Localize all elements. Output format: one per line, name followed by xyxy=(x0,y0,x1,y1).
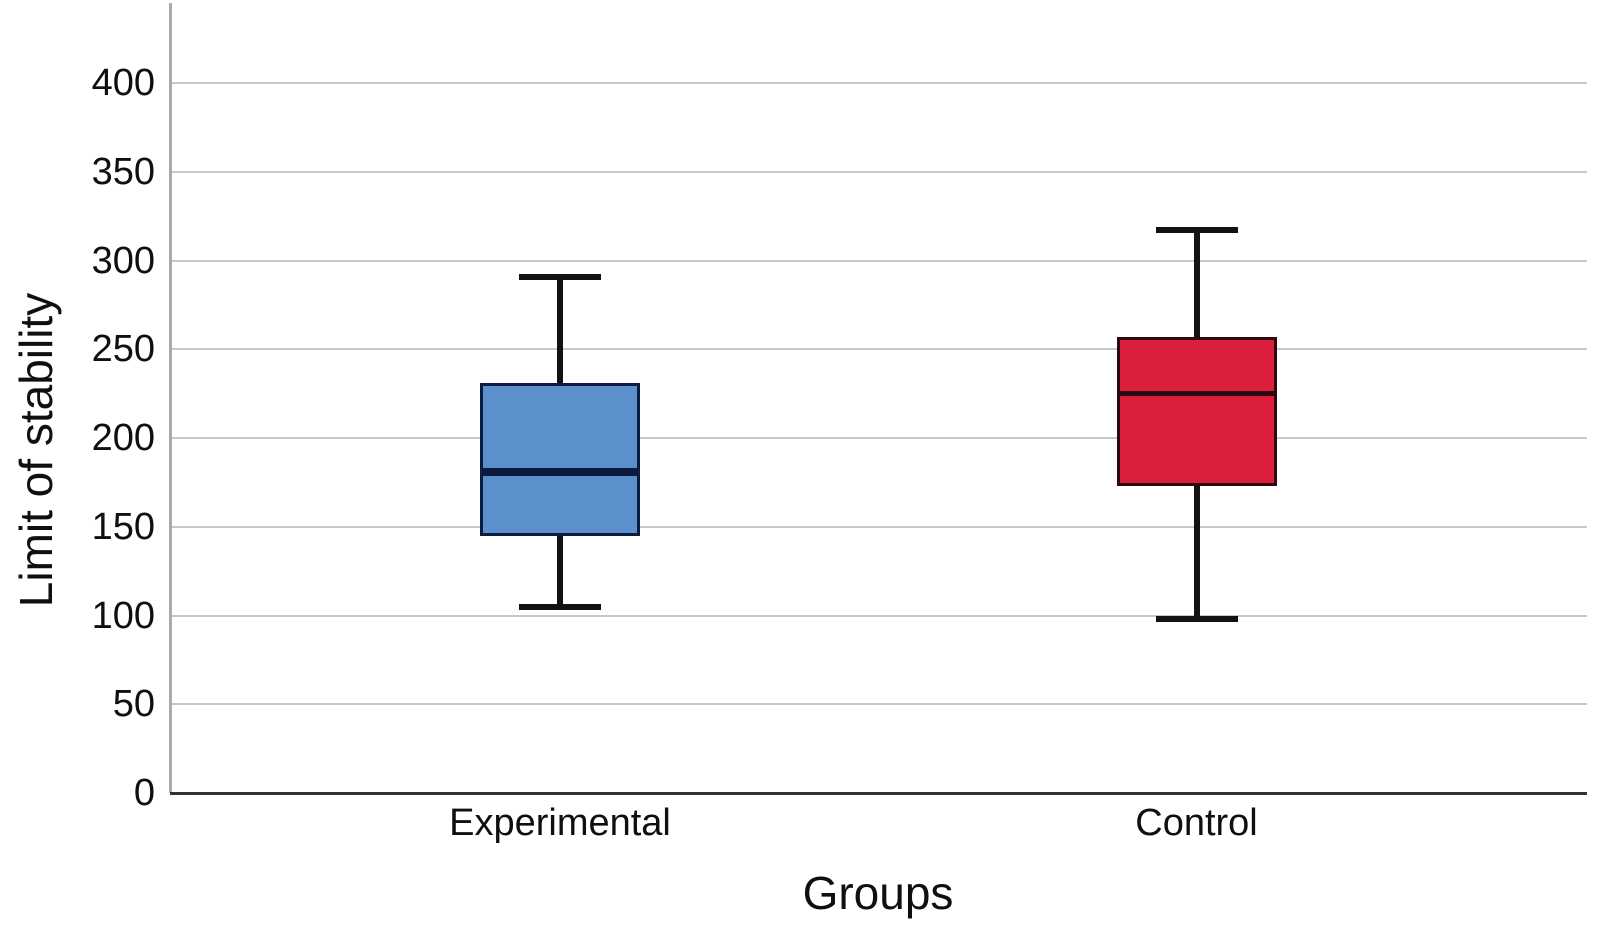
x-axis-line xyxy=(170,791,1587,795)
gridline-50 xyxy=(170,703,1587,706)
gridline-400 xyxy=(170,82,1587,85)
x-category-label-control: Control xyxy=(1135,802,1258,844)
whisker-upper xyxy=(557,276,563,384)
y-axis-line xyxy=(168,3,172,793)
whisker-cap-top xyxy=(1155,227,1238,234)
gridline-150 xyxy=(170,525,1587,528)
whisker-upper xyxy=(1193,230,1200,337)
gridline-200 xyxy=(170,437,1587,440)
y-tick-label-250: 250 xyxy=(91,328,155,371)
whisker-lower xyxy=(557,535,563,607)
whisker-cap-bottom xyxy=(519,603,601,610)
gridline-100 xyxy=(170,614,1587,617)
x-category-label-experimental: Experimental xyxy=(449,802,671,844)
median-line-experimental xyxy=(480,467,640,476)
x-axis-title: Groups xyxy=(802,867,954,919)
y-tick-label-0: 0 xyxy=(133,772,155,814)
y-tick-label-300: 300 xyxy=(91,239,155,282)
y-tick-label-150: 150 xyxy=(91,505,155,548)
gridline-250 xyxy=(170,348,1587,351)
median-line-control xyxy=(1116,391,1277,397)
y-axis-title: Limit of stability xyxy=(10,292,62,608)
gridline-350 xyxy=(170,170,1587,173)
y-tick-label-400: 400 xyxy=(91,62,155,105)
whisker-cap-top xyxy=(519,273,601,280)
box-experimental xyxy=(480,383,640,536)
whisker-lower xyxy=(1193,485,1200,620)
gridline-300 xyxy=(170,259,1587,262)
whisker-cap-bottom xyxy=(1155,616,1238,623)
y-tick-label-350: 350 xyxy=(91,150,155,193)
y-tick-label-100: 100 xyxy=(91,594,155,637)
box-control xyxy=(1116,336,1277,486)
y-tick-label-50: 50 xyxy=(112,683,155,726)
y-tick-label-200: 200 xyxy=(91,417,155,460)
